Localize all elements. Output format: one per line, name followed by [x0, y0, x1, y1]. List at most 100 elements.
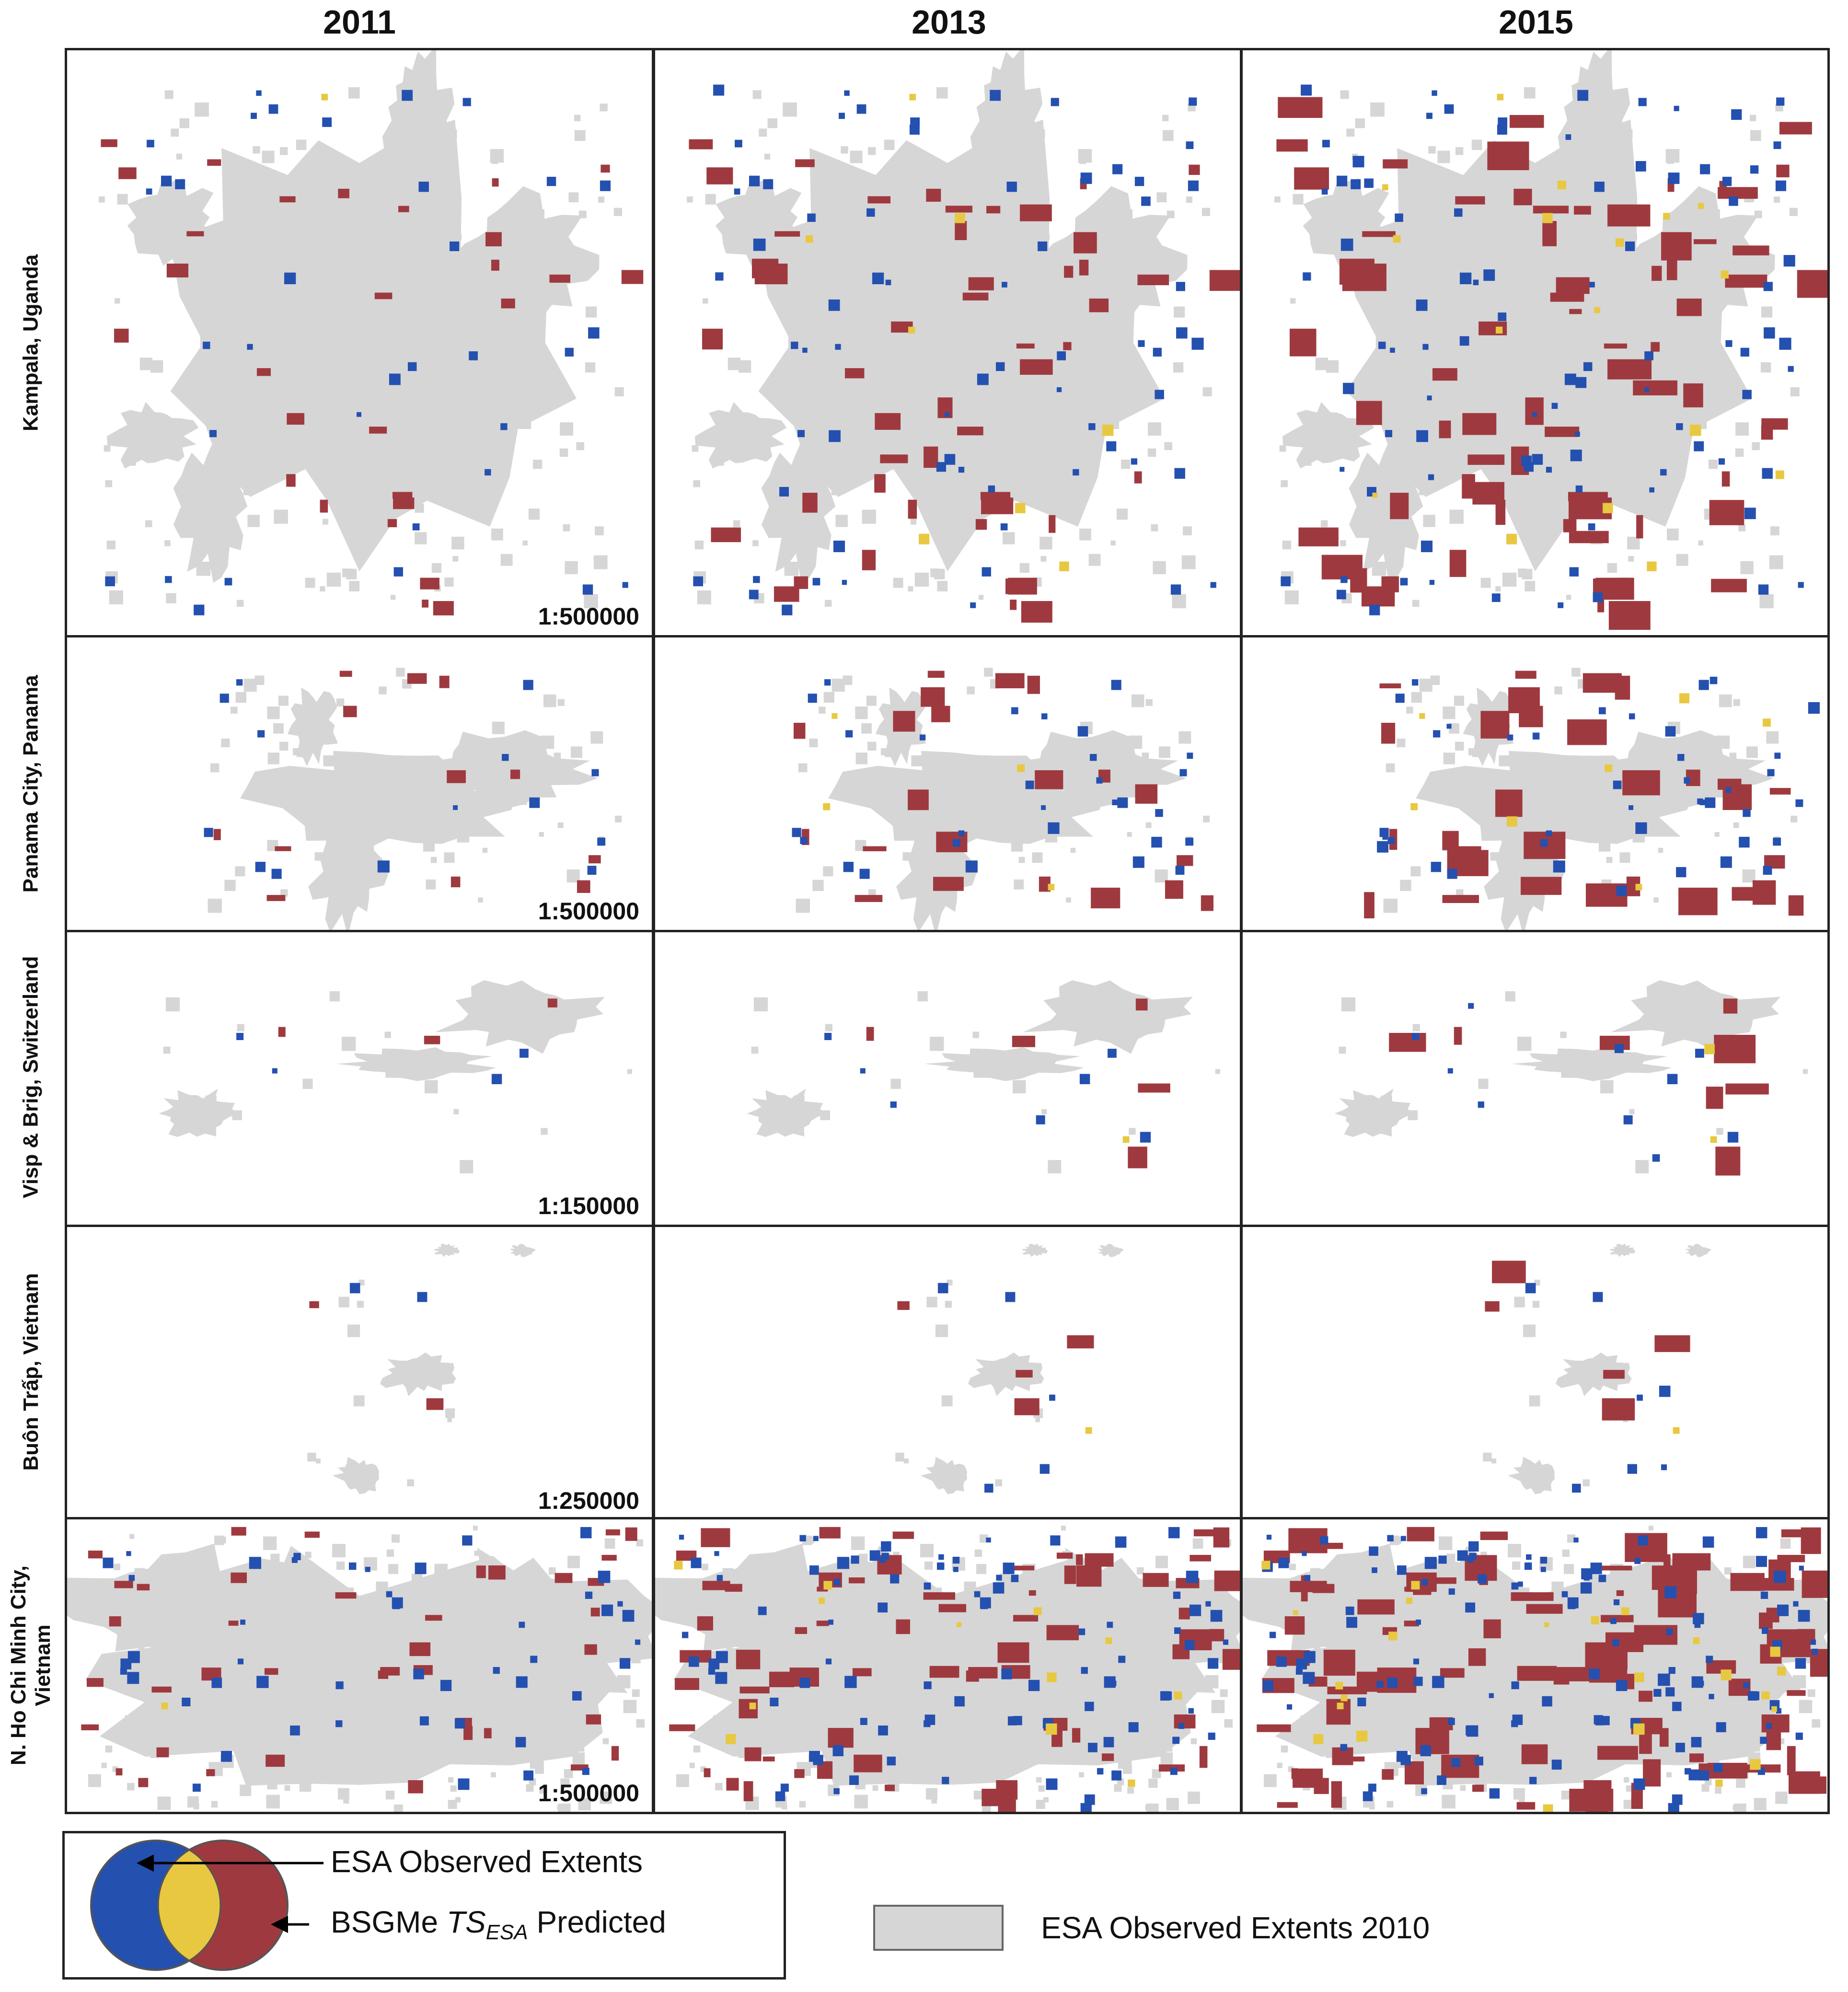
overlap-pixel	[1763, 718, 1771, 727]
baseline-pixel	[1559, 346, 1572, 359]
predicted-pixel	[1046, 1625, 1079, 1641]
baseline-pixel	[908, 586, 913, 592]
predicted-pixel	[309, 1301, 319, 1309]
baseline-pixel	[270, 1553, 280, 1563]
baseline-pixel	[1127, 1787, 1134, 1794]
predicted-pixel	[945, 206, 972, 213]
observed-pixel	[582, 1768, 589, 1775]
baseline-pixel	[1620, 1580, 1631, 1591]
observed-pixel	[996, 1575, 1002, 1581]
observed-pixel	[415, 1563, 427, 1575]
baseline-pixel	[401, 1712, 414, 1726]
baseline-pixel	[903, 1459, 909, 1464]
observed-pixel	[587, 866, 597, 875]
baseline-pixel	[557, 1805, 563, 1811]
observed-pixel	[1369, 604, 1380, 615]
legend-venn-box: ESA Observed Extents BSGMe TSESA Predict…	[62, 1831, 786, 1980]
observed-pixel	[833, 1579, 841, 1586]
baseline-pixel	[982, 1804, 991, 1812]
overlap-pixel	[1411, 1581, 1420, 1590]
observed-pixel	[377, 860, 390, 873]
predicted-pixel	[1085, 1553, 1114, 1567]
baseline-pixel	[1428, 1593, 1434, 1599]
observed-pixel	[1080, 1803, 1092, 1812]
baseline-pixel	[1145, 699, 1153, 706]
observed-pixel	[1432, 1676, 1444, 1688]
baseline-pixel	[1188, 1791, 1200, 1804]
observed-pixel	[1041, 713, 1048, 719]
map-polygon	[380, 1352, 456, 1396]
baseline-pixel	[1370, 527, 1378, 535]
baseline-pixel	[1738, 524, 1746, 532]
baseline-pixel	[1001, 427, 1013, 439]
baseline-pixel	[332, 1544, 346, 1558]
predicted-pixel	[769, 1671, 795, 1688]
predicted-pixel	[1556, 277, 1590, 294]
baseline-pixel	[1367, 1739, 1381, 1752]
baseline-pixel	[346, 840, 360, 854]
baseline-pixel	[413, 1586, 420, 1593]
baseline-pixel	[866, 290, 878, 301]
baseline-pixel	[1036, 1777, 1042, 1783]
baseline-pixel	[576, 442, 584, 451]
baseline-pixel	[426, 785, 436, 795]
map-polygon	[434, 1243, 460, 1257]
baseline-pixel	[106, 540, 116, 550]
predicted-pixel	[1455, 196, 1485, 205]
predicted-pixel	[689, 139, 713, 150]
baseline-pixel	[1203, 815, 1210, 822]
observed-pixel	[753, 238, 766, 251]
baseline-pixel	[1386, 1801, 1394, 1808]
baseline-pixel	[413, 427, 425, 439]
observed-pixel	[1725, 340, 1732, 347]
overlap-pixel	[1085, 1427, 1092, 1434]
predicted-pixel	[774, 586, 799, 602]
predicted-pixel	[1495, 499, 1506, 525]
observed-pixel	[849, 1775, 859, 1785]
baseline-pixel	[1115, 392, 1125, 402]
baseline-pixel	[262, 151, 275, 163]
baseline-pixel	[988, 344, 996, 352]
predicted-pixel	[1012, 1035, 1035, 1047]
map-panel-3-2011: 1:250000	[65, 1225, 654, 1522]
observed-pixel	[1412, 679, 1419, 686]
baseline-pixel	[1754, 1798, 1767, 1811]
baseline-pixel	[781, 1804, 787, 1810]
predicted-pixel	[207, 159, 221, 166]
predicted-pixel	[407, 673, 427, 684]
baseline-pixel	[448, 1777, 454, 1783]
overlap-pixel	[1122, 1136, 1130, 1143]
map-panel-3-2013	[653, 1225, 1242, 1522]
baseline-pixel	[288, 1635, 293, 1641]
baseline-pixel	[1648, 1526, 1653, 1531]
baseline-pixel	[437, 1651, 447, 1661]
predicted-pixel	[1312, 1584, 1335, 1593]
observed-pixel	[1590, 1563, 1602, 1575]
baseline-pixel	[940, 295, 946, 301]
baseline-pixel	[617, 1675, 631, 1689]
baseline-pixel	[824, 600, 832, 607]
predicted-pixel	[206, 1769, 215, 1776]
observed-pixel	[1151, 836, 1162, 848]
observed-pixel	[824, 1032, 832, 1041]
predicted-pixel	[924, 446, 938, 468]
predicted-pixel	[231, 1572, 247, 1583]
baseline-pixel	[786, 540, 795, 549]
observed-pixel	[1447, 1068, 1453, 1074]
observed-pixel	[708, 1668, 716, 1675]
predicted-pixel	[1616, 1590, 1624, 1596]
baseline-pixel	[1032, 1580, 1044, 1591]
baseline-pixel	[299, 1780, 312, 1792]
observed-pixel	[1540, 839, 1548, 847]
overlap-pixel	[1393, 235, 1401, 243]
observed-pixel	[257, 730, 265, 738]
baseline-pixel	[578, 210, 587, 219]
predicted-pixel	[1509, 115, 1544, 128]
observed-pixel	[1421, 540, 1433, 553]
observed-pixel	[450, 241, 460, 251]
observed-pixel	[1467, 1725, 1478, 1737]
predicted-pixel	[762, 1756, 775, 1761]
baseline-pixel	[482, 847, 488, 853]
baseline-pixel	[1698, 540, 1703, 546]
baseline-pixel	[415, 503, 424, 513]
